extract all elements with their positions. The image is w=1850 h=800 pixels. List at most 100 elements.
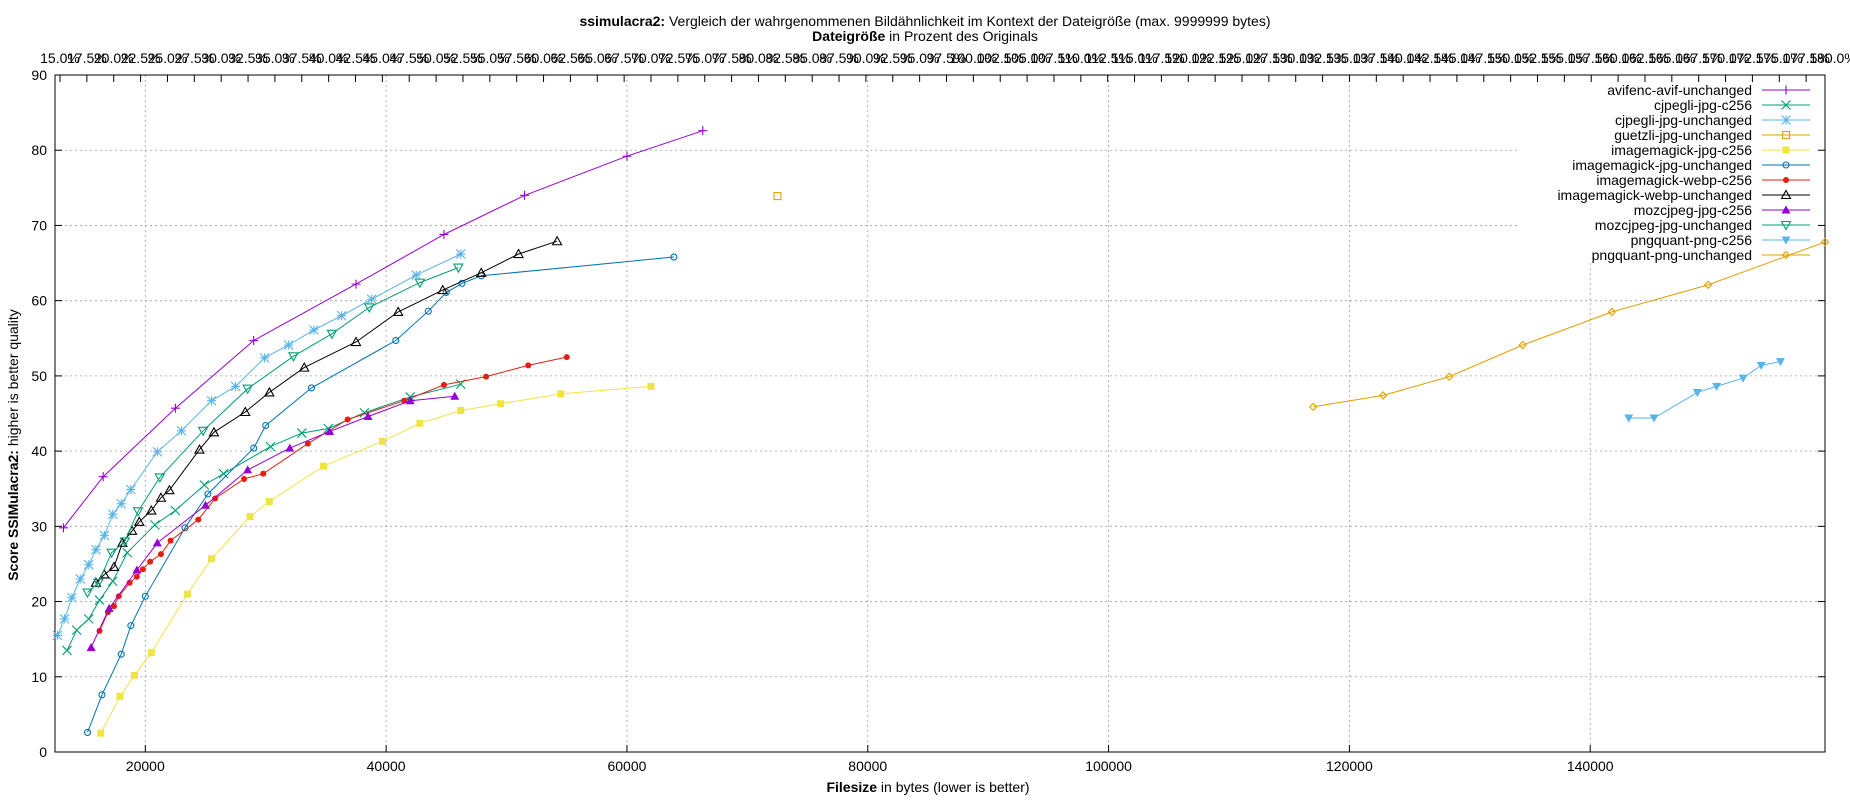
data-point — [437, 284, 449, 295]
data-point — [83, 559, 94, 570]
data-point — [325, 427, 335, 436]
data-point — [117, 650, 125, 658]
x2-tick-label: 170.0% — [1702, 50, 1749, 66]
data-point — [204, 490, 212, 498]
data-point — [176, 425, 187, 436]
x2-tick-label: 65.0% — [577, 50, 617, 66]
x2-tick-label: 92.5% — [873, 50, 913, 66]
data-point — [440, 381, 447, 388]
data-point — [350, 336, 362, 347]
data-point — [132, 565, 142, 574]
data-point — [145, 504, 157, 515]
y-tick-label: 40 — [31, 443, 47, 459]
legend-entry: mozcjpeg-jpg-unchanged — [1595, 217, 1810, 233]
data-point — [152, 538, 162, 547]
x2-tick-label: 82.5% — [765, 50, 805, 66]
legend-marker — [1781, 250, 1791, 260]
data-point — [450, 391, 460, 400]
x-tick-label: 40000 — [367, 758, 406, 774]
x-tick-label: 140000 — [1567, 758, 1614, 774]
data-point — [201, 500, 211, 509]
x-tick-label: 20000 — [126, 758, 165, 774]
series-line — [95, 240, 558, 584]
x2-tick-label: 42.5% — [336, 50, 376, 66]
x2-tick-label: 87.5% — [819, 50, 859, 66]
data-point — [116, 537, 128, 547]
data-point — [62, 645, 72, 656]
data-point — [1518, 340, 1528, 350]
legend-entry: pngquant-png-c256 — [1631, 232, 1810, 248]
x2-tick-label: 100.0% — [950, 50, 997, 66]
data-point — [98, 472, 108, 482]
data-point — [133, 573, 140, 580]
x-tick-label: 60000 — [607, 758, 646, 774]
data-point — [475, 267, 487, 277]
data-point — [773, 192, 782, 201]
series-imagemagick-jpg-c256 — [97, 382, 655, 737]
data-point — [622, 151, 632, 161]
data-point — [1775, 358, 1785, 367]
legend-marker — [1783, 177, 1789, 183]
x2-tick-label: 67.5% — [604, 50, 644, 66]
x2-tick-label: 40.0% — [309, 50, 349, 66]
data-point — [307, 384, 316, 392]
x2-tick-label: 62.5% — [551, 50, 591, 66]
data-point — [130, 671, 138, 679]
x2-tick-label: 142.5% — [1406, 50, 1453, 66]
chart-subtitle-bold: Dateigröße — [812, 28, 885, 44]
data-point — [66, 592, 77, 603]
x-tick-label: 120000 — [1326, 758, 1373, 774]
data-point — [379, 437, 387, 445]
data-point — [163, 484, 175, 495]
series-mozcjpeg-jpg-unchanged — [82, 263, 464, 599]
data-point — [218, 468, 229, 479]
data-point — [167, 537, 174, 544]
data-point — [91, 544, 101, 555]
legend-entry: mozcjpeg-jpg-c256 — [1634, 202, 1810, 218]
x2-tick-label: 125.0% — [1218, 50, 1265, 66]
legend: avifenc-avif-unchangedcjpegli-jpg-c256cj… — [1557, 82, 1810, 263]
data-point — [259, 352, 270, 363]
legend-entry: imagemagick-webp-unchanged — [1557, 187, 1810, 203]
data-point — [320, 462, 328, 470]
data-point — [250, 444, 258, 452]
y-axis-label: Score SSIMulacra2: higher is better qual… — [5, 309, 21, 581]
data-point — [152, 446, 163, 457]
data-point — [157, 551, 164, 558]
data-point — [107, 576, 118, 587]
x2-tick-label: 75.0% — [685, 50, 725, 66]
data-point — [194, 443, 205, 454]
x2-tick-label: 112.5% — [1084, 50, 1130, 66]
data-point — [698, 126, 708, 136]
data-point — [285, 443, 295, 452]
data-point — [107, 509, 118, 520]
data-point — [1692, 388, 1702, 397]
legend-entry: imagemagick-webp-c256 — [1596, 172, 1810, 188]
x2-tick-label: 72.5% — [658, 50, 698, 66]
data-point — [230, 381, 241, 392]
data-point — [308, 325, 319, 335]
x2-tick-label: 20.0% — [94, 50, 134, 66]
x2-tick-label: 172.5% — [1729, 50, 1776, 66]
data-point — [75, 574, 86, 584]
data-point — [563, 354, 570, 361]
data-point — [283, 340, 294, 350]
series-line — [1313, 241, 1826, 408]
series-avifenc-avif-unchanged — [58, 126, 708, 533]
x2-tick-label: 52.5% — [443, 50, 483, 66]
data-point — [116, 498, 127, 509]
data-point — [83, 613, 94, 624]
data-point — [351, 279, 361, 289]
data-point — [208, 555, 216, 563]
x2-tick-label: 135.0% — [1326, 50, 1373, 66]
data-point — [59, 613, 70, 624]
legend-marker — [1781, 100, 1791, 110]
data-point — [458, 279, 466, 287]
x2-tick-label: 145.0% — [1433, 50, 1480, 66]
data-point — [119, 537, 131, 547]
x2-tick-label: 180.0% — [1809, 50, 1850, 66]
data-point — [183, 590, 191, 598]
data-point — [86, 642, 96, 651]
data-point — [246, 513, 254, 521]
x2-tick-label: 147.5% — [1460, 50, 1507, 66]
